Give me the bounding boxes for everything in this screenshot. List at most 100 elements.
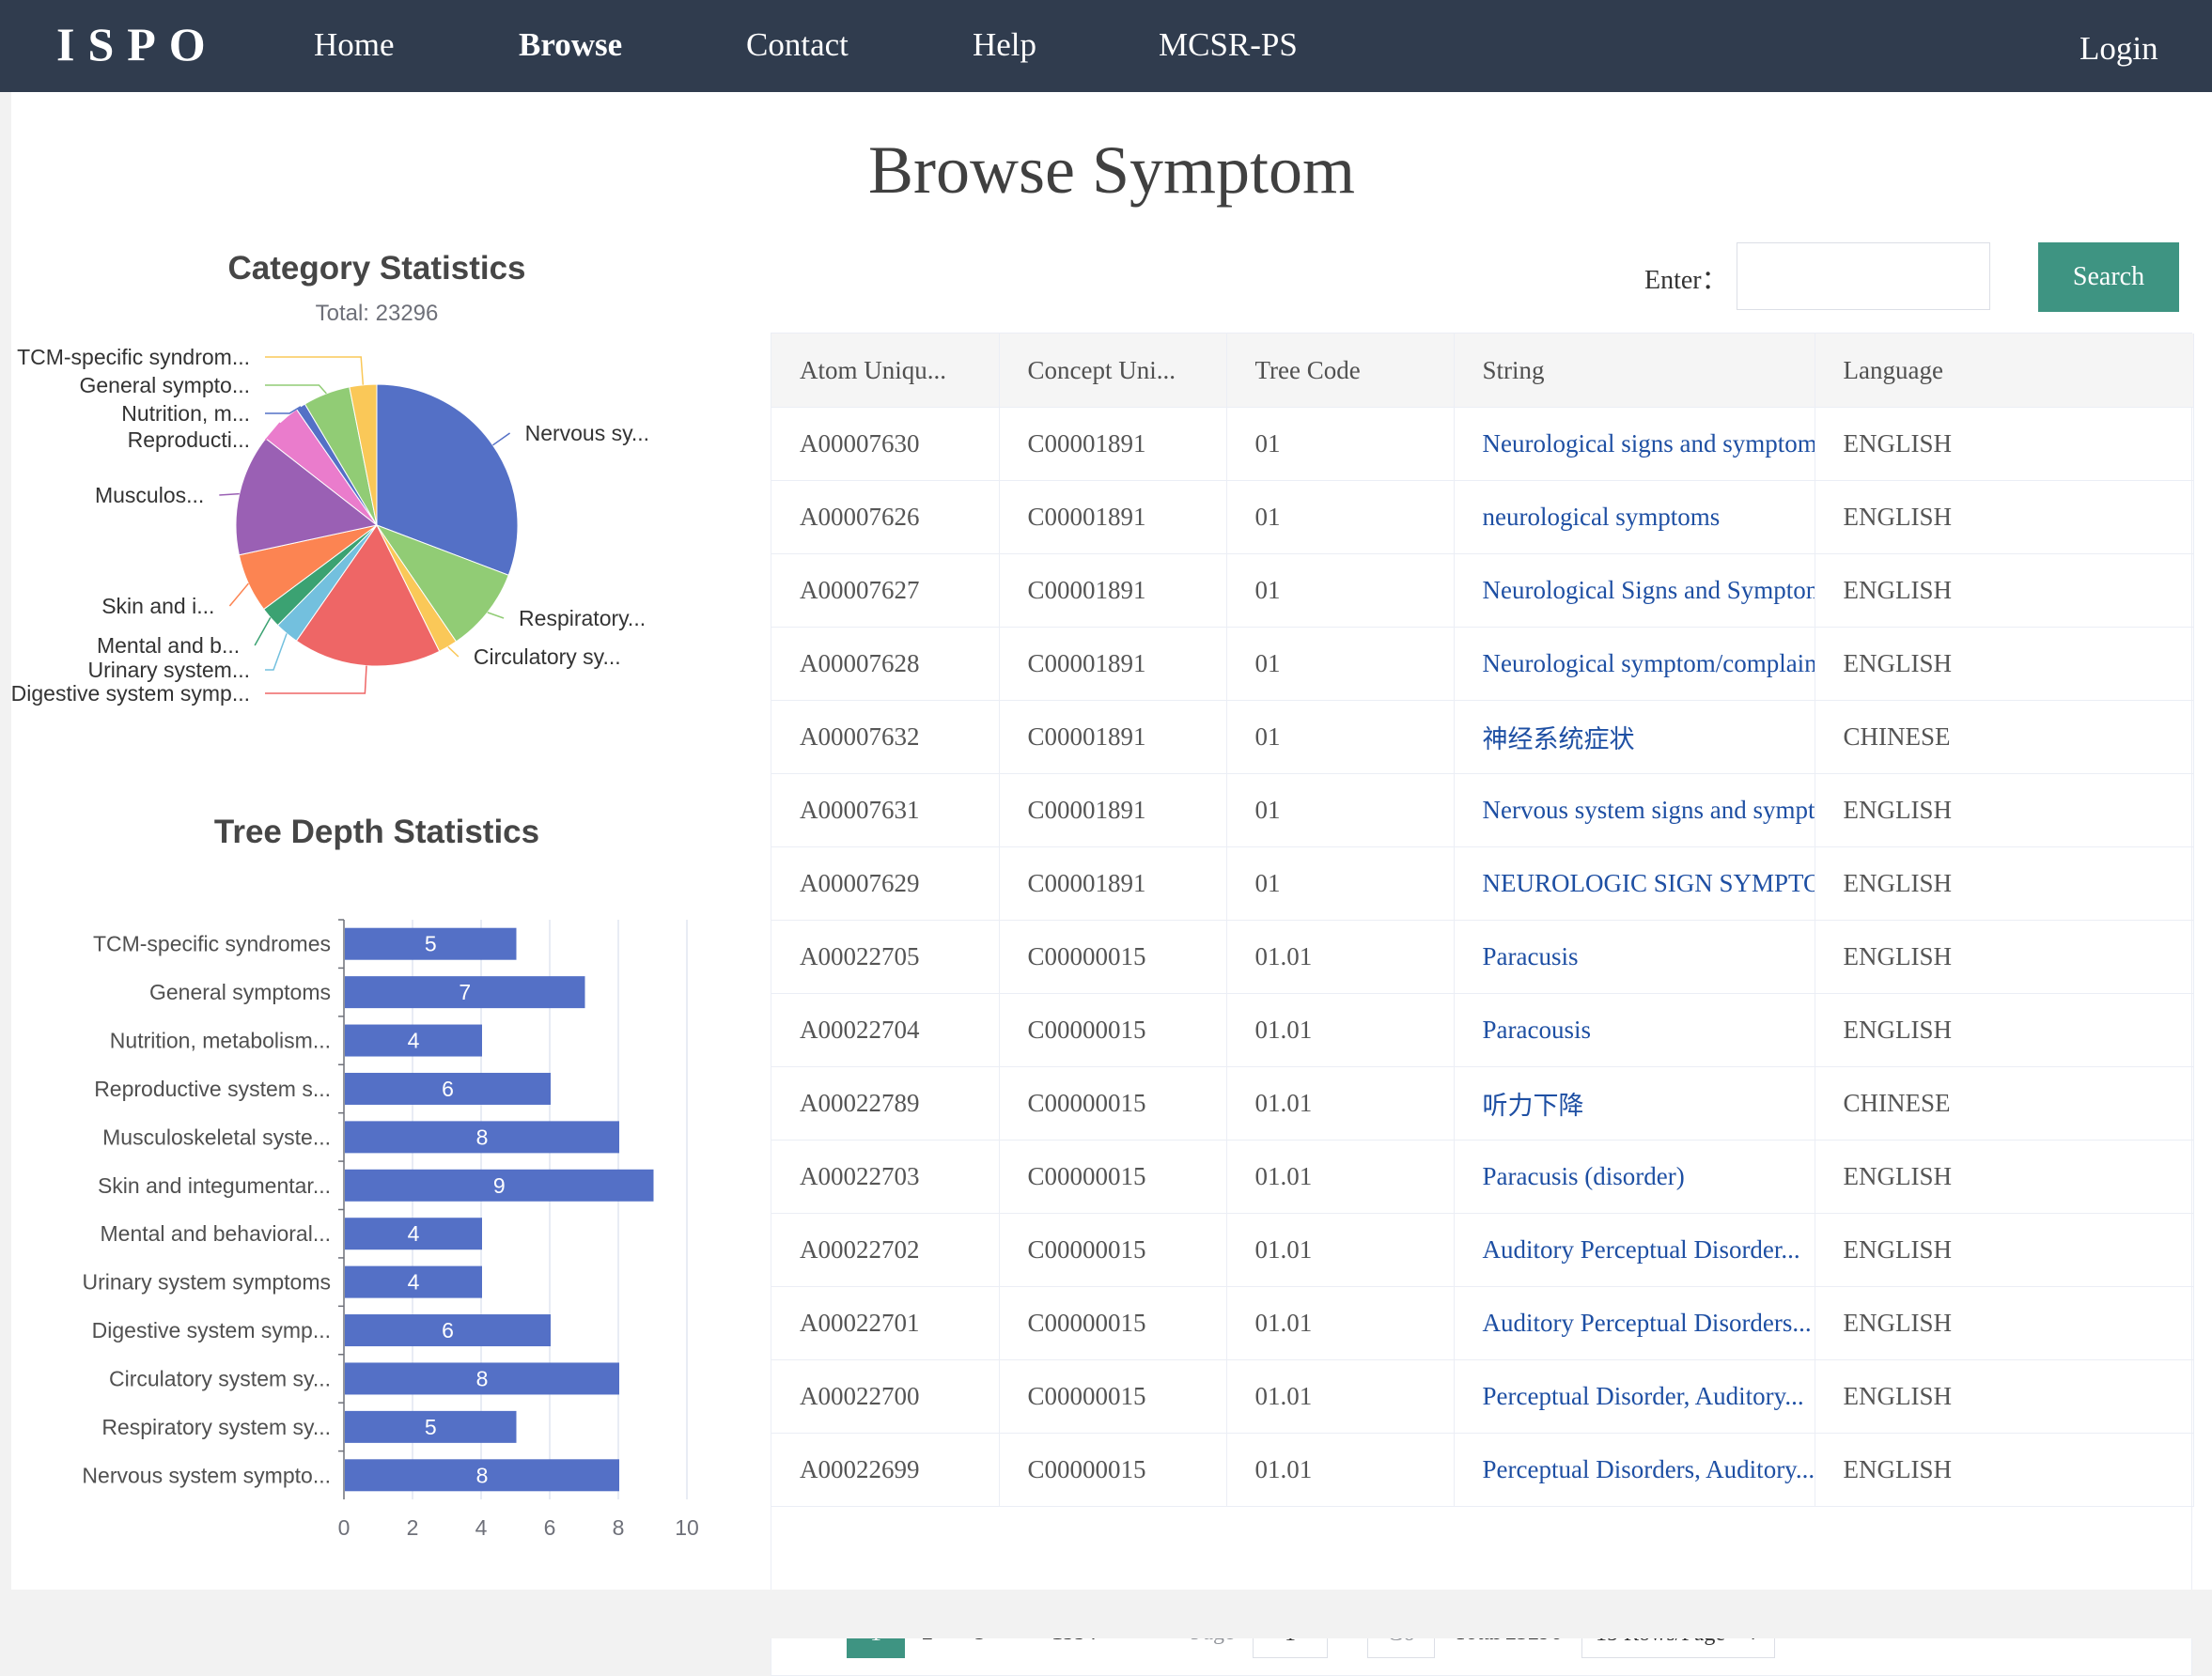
cell-string-link[interactable]: Paracusis	[1454, 920, 1815, 994]
table-row[interactable]: A00007628 C00001891 01 Neurological symptom…	[771, 627, 2194, 701]
table-row[interactable]: A00022699 C00000015 01.01 Perceptual Disord…	[771, 1433, 2194, 1507]
bar-category-label: Musculoskeletal syste...	[102, 1125, 331, 1149]
cell-atom-id: A00022703	[771, 1140, 1000, 1214]
nav-mcsr-ps[interactable]: MCSR-PS	[1159, 26, 1298, 63]
cell-string-link[interactable]: Auditory Perceptual Disorder...	[1454, 1213, 1815, 1287]
cell-language: ENGLISH	[1815, 846, 2194, 921]
table-row[interactable]: A00022702 C00000015 01.01 Auditory Perceptu…	[771, 1213, 2194, 1287]
bar-category-label: Digestive system symp...	[92, 1318, 331, 1342]
cell-string-link[interactable]: Perceptual Disorders, Auditory...	[1454, 1433, 1815, 1507]
table-row[interactable]: A00007632 C00001891 01 神经系统症状 CHINESE	[771, 700, 2194, 774]
depth-bar[interactable]	[345, 1169, 654, 1202]
nav-help[interactable]: Help	[973, 26, 1037, 63]
column-header-concept[interactable]: Concept Uni...	[999, 334, 1227, 408]
table-row[interactable]: A00007629 C00001891 01 NEUROLOGIC SIGN SYMP…	[771, 846, 2194, 921]
cell-string-link[interactable]: Paracusis (disorder)	[1454, 1140, 1815, 1214]
pie-slice[interactable]	[376, 383, 519, 576]
pie-label-line	[447, 645, 460, 658]
cell-concept-id: C00001891	[999, 846, 1227, 921]
pie-label: TCM-specific syndrom...	[17, 345, 250, 369]
pie-slice[interactable]	[235, 437, 379, 556]
column-header-atom[interactable]: Atom Uniqu...	[771, 334, 1000, 408]
depth-bar[interactable]	[345, 1265, 482, 1298]
cell-atom-id: A00022789	[771, 1066, 1000, 1141]
cell-string-link[interactable]: 听力下降	[1454, 1066, 1815, 1141]
cell-tree-code: 01.01	[1226, 1433, 1455, 1507]
cell-tree-code: 01.01	[1226, 1286, 1455, 1360]
cell-string-link[interactable]: neurological symptoms	[1454, 480, 1815, 554]
depth-bar[interactable]	[345, 1121, 619, 1154]
pie-label-line	[254, 617, 272, 646]
x-tick-label: 2	[407, 1515, 419, 1540]
cell-language: ENGLISH	[1815, 993, 2194, 1067]
cell-language: CHINESE	[1815, 1066, 2194, 1141]
depth-bar[interactable]	[345, 1362, 619, 1395]
x-tick-label: 10	[675, 1515, 699, 1540]
depth-bar[interactable]	[345, 1410, 517, 1443]
search-input[interactable]	[1737, 242, 1990, 310]
cell-string-link[interactable]: NEUROLOGIC SIGN SYMPTOM	[1454, 846, 1815, 921]
pie-label-line	[219, 492, 240, 496]
table-row[interactable]: A00007626 C00001891 01 neurological symptom…	[771, 480, 2194, 554]
table-body: A00007630 C00001891 01 Neurological signs a…	[771, 407, 2194, 1507]
table-row[interactable]: A00007630 C00001891 01 Neurological signs a…	[771, 407, 2194, 481]
table-row[interactable]: A00022703 C00000015 01.01 Paracusis (disord…	[771, 1140, 2194, 1214]
cell-string-link[interactable]: Neurological symptom/complaint	[1454, 627, 1815, 701]
table-row[interactable]: A00022705 C00000015 01.01 Paracusis ENGLISH	[771, 920, 2194, 994]
login-link[interactable]: Login	[2080, 30, 2158, 67]
cell-language: ENGLISH	[1815, 480, 2194, 554]
bar-value-label: 5	[425, 932, 437, 956]
category-chart-subtitle: Total: 23296	[315, 301, 439, 326]
cell-tree-code: 01.01	[1226, 1140, 1455, 1214]
depth-bar[interactable]	[345, 1218, 482, 1250]
cell-string-link[interactable]: Paracousis	[1454, 993, 1815, 1067]
pie-label: General sympto...	[79, 373, 250, 397]
table-row[interactable]: A00007631 C00001891 01 Nervous system signs…	[771, 773, 2194, 847]
cell-string-link[interactable]: 神经系统症状	[1454, 700, 1815, 774]
column-header-string[interactable]: String	[1454, 334, 1815, 408]
cell-atom-id: A00007628	[771, 627, 1000, 701]
cell-concept-id: C00000015	[999, 1213, 1227, 1287]
column-header-language[interactable]: Language	[1815, 334, 2194, 408]
cell-language: ENGLISH	[1815, 1213, 2194, 1287]
pie-label-line	[265, 422, 281, 441]
bar-category-label: Urinary system symptoms	[82, 1270, 331, 1295]
cell-tree-code: 01	[1226, 627, 1455, 701]
table-row[interactable]: A00022704 C00000015 01.01 Paracousis ENGLISH	[771, 993, 2194, 1067]
cell-string-link[interactable]: Auditory Perceptual Disorders...	[1454, 1286, 1815, 1360]
cell-string-link[interactable]: Neurological signs and symptoms	[1454, 407, 1815, 481]
pie-label-line	[265, 356, 365, 385]
brand-logo[interactable]: ISPO	[56, 18, 219, 70]
pie-label-line	[265, 384, 327, 395]
cell-concept-id: C00001891	[999, 700, 1227, 774]
depth-bar[interactable]	[345, 1024, 482, 1057]
column-header-tree-code[interactable]: Tree Code	[1226, 334, 1455, 408]
cell-atom-id: A00022705	[771, 920, 1000, 994]
search-button[interactable]: Search	[2038, 242, 2179, 312]
table-row[interactable]: A00022789 C00000015 01.01 听力下降 CHINESE	[771, 1066, 2194, 1141]
depth-bar[interactable]	[345, 1072, 551, 1105]
cell-string-link[interactable]: Nervous system signs and symptoms	[1454, 773, 1815, 847]
depth-bar[interactable]	[345, 1459, 619, 1492]
depth-bar[interactable]	[345, 1314, 551, 1347]
table-row[interactable]: A00022700 C00000015 01.01 Perceptual Disord…	[771, 1359, 2194, 1434]
table-row[interactable]: A00022701 C00000015 01.01 Auditory Perceptu…	[771, 1286, 2194, 1360]
nav-home[interactable]: Home	[314, 26, 395, 63]
cell-string-link[interactable]: Perceptual Disorder, Auditory...	[1454, 1359, 1815, 1434]
pie-label: Circulatory sy...	[474, 644, 621, 669]
x-tick-label: 4	[475, 1515, 488, 1540]
cell-language: ENGLISH	[1815, 920, 2194, 994]
nav-browse[interactable]: Browse	[519, 26, 623, 63]
pie-label: Skin and i...	[101, 594, 214, 618]
pie-slice[interactable]	[375, 523, 509, 643]
pie-slice[interactable]	[295, 524, 441, 667]
bar-category-label: Mental and behavioral...	[101, 1221, 332, 1246]
nav-contact[interactable]: Contact	[746, 26, 849, 63]
cell-tree-code: 01	[1226, 553, 1455, 628]
depth-bar[interactable]	[345, 976, 585, 1009]
category-chart-title: Category Statistics	[227, 250, 526, 287]
cell-string-link[interactable]: Neurological Signs and Symptoms	[1454, 553, 1815, 628]
cell-concept-id: C00000015	[999, 1066, 1227, 1141]
table-row[interactable]: A00007627 C00001891 01 Neurological Signs a…	[771, 553, 2194, 628]
depth-bar[interactable]	[345, 927, 517, 960]
